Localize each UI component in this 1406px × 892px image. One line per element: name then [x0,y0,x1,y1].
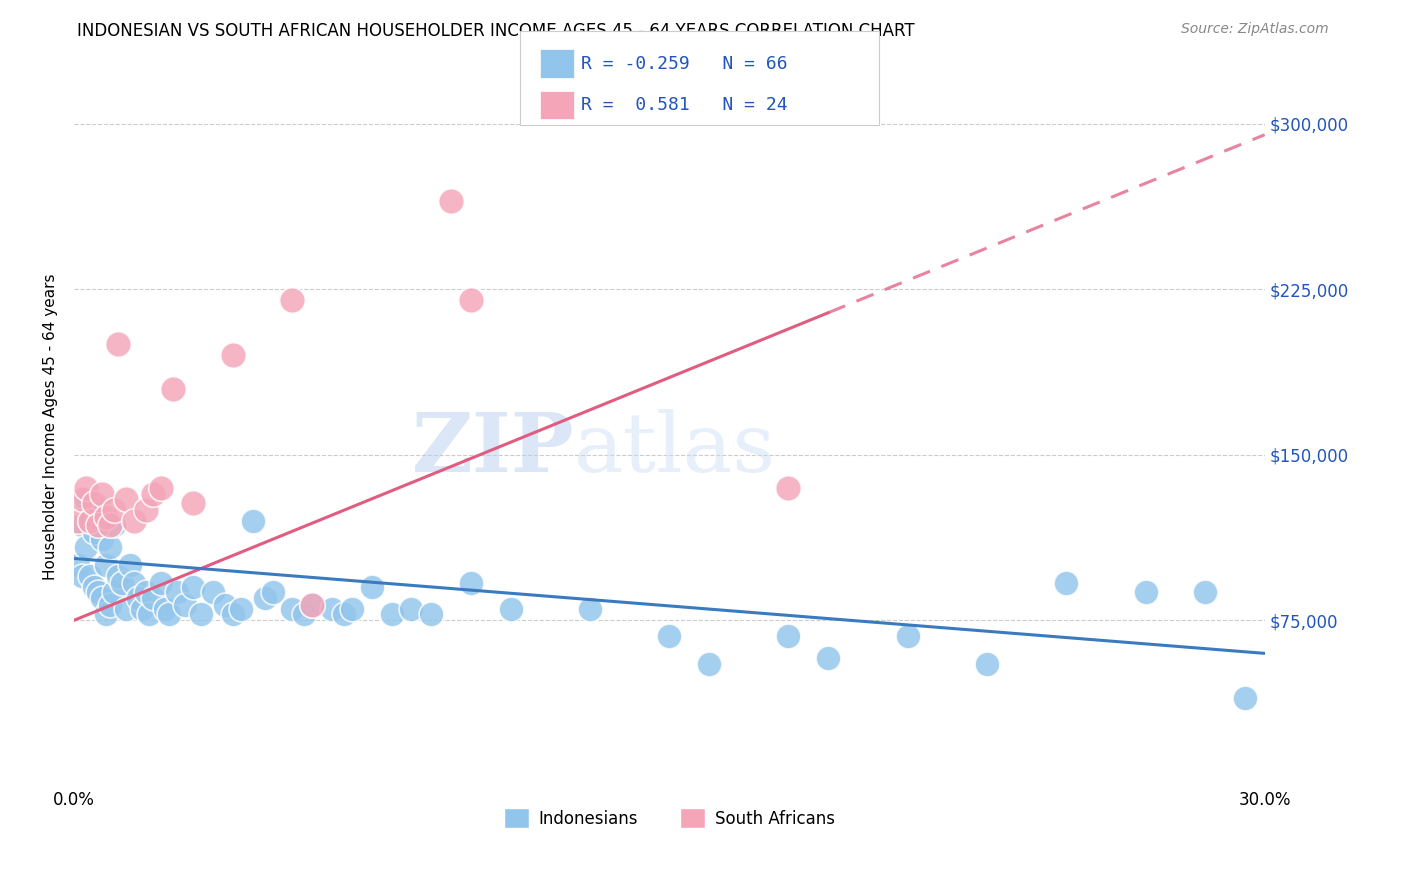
Point [301,598,323,612]
Point [103,503,125,517]
Text: R = -0.259   N = 66: R = -0.259 N = 66 [581,54,787,72]
Point [83,496,105,510]
Point [87,503,110,517]
Point [83,524,105,539]
Point [90,532,112,546]
Point [155,602,177,616]
Point [174,598,197,612]
Point [122,514,145,528]
Point [222,348,245,362]
Point [499,602,522,616]
Point [262,584,284,599]
Point [697,657,720,672]
Point [214,598,236,612]
Point [460,293,482,308]
Point [579,602,602,616]
Point [118,558,141,573]
Point [381,607,404,621]
Point [1135,584,1157,599]
Point [67,558,90,573]
Point [166,584,188,599]
Y-axis label: Householder Income Ages 45 - 64 years: Householder Income Ages 45 - 64 years [44,274,58,581]
Point [658,629,681,643]
Text: atlas: atlas [574,409,776,489]
Point [142,487,165,501]
Point [157,607,180,621]
Point [162,382,184,396]
Point [401,602,423,616]
Point [222,607,245,621]
Point [778,481,800,495]
Point [253,591,276,606]
Point [122,575,145,590]
Point [1233,690,1256,705]
Point [103,518,125,533]
Point [896,629,918,643]
Point [281,293,304,308]
Point [242,514,264,528]
Point [70,518,93,533]
Point [79,509,101,524]
Point [181,580,204,594]
Point [127,591,149,606]
Point [94,607,117,621]
Point [79,569,101,583]
Point [321,602,343,616]
Point [190,607,212,621]
Point [87,584,110,599]
Point [70,491,93,506]
Point [98,518,121,533]
Point [114,491,136,506]
Text: INDONESIAN VS SOUTH AFRICAN HOUSEHOLDER INCOME AGES 45 - 64 YEARS CORRELATION CH: INDONESIAN VS SOUTH AFRICAN HOUSEHOLDER … [77,22,915,40]
Point [301,598,323,612]
Point [94,509,117,524]
Point [976,657,998,672]
Point [90,591,112,606]
Point [94,558,117,573]
Point [1054,575,1077,590]
Point [135,503,157,517]
Point [340,602,363,616]
Point [111,575,134,590]
Point [150,575,173,590]
Point [142,591,165,606]
Point [360,580,382,594]
Point [281,602,304,616]
Text: ZIP: ZIP [412,409,574,489]
Point [67,514,90,528]
Point [75,481,97,495]
Point [98,541,121,555]
Point [107,569,129,583]
Point [420,607,443,621]
Point [440,194,463,208]
Point [131,602,153,616]
Point [135,584,157,599]
Point [1194,584,1216,599]
Point [817,650,839,665]
Point [98,598,121,612]
Point [75,491,97,506]
Point [150,481,173,495]
Point [114,602,136,616]
Point [778,629,800,643]
Text: R =  0.581   N = 24: R = 0.581 N = 24 [581,96,787,114]
Text: Source: ZipAtlas.com: Source: ZipAtlas.com [1181,22,1329,37]
Point [83,580,105,594]
Legend: Indonesians, South Africans: Indonesians, South Africans [498,801,842,835]
Point [292,607,315,621]
Point [75,541,97,555]
Point [70,569,93,583]
Point [333,607,356,621]
Point [79,514,101,528]
Point [460,575,482,590]
Point [201,584,224,599]
Point [138,607,160,621]
Point [181,496,204,510]
Point [103,584,125,599]
Point [229,602,252,616]
Point [90,487,112,501]
Point [87,518,110,533]
Point [107,337,129,351]
